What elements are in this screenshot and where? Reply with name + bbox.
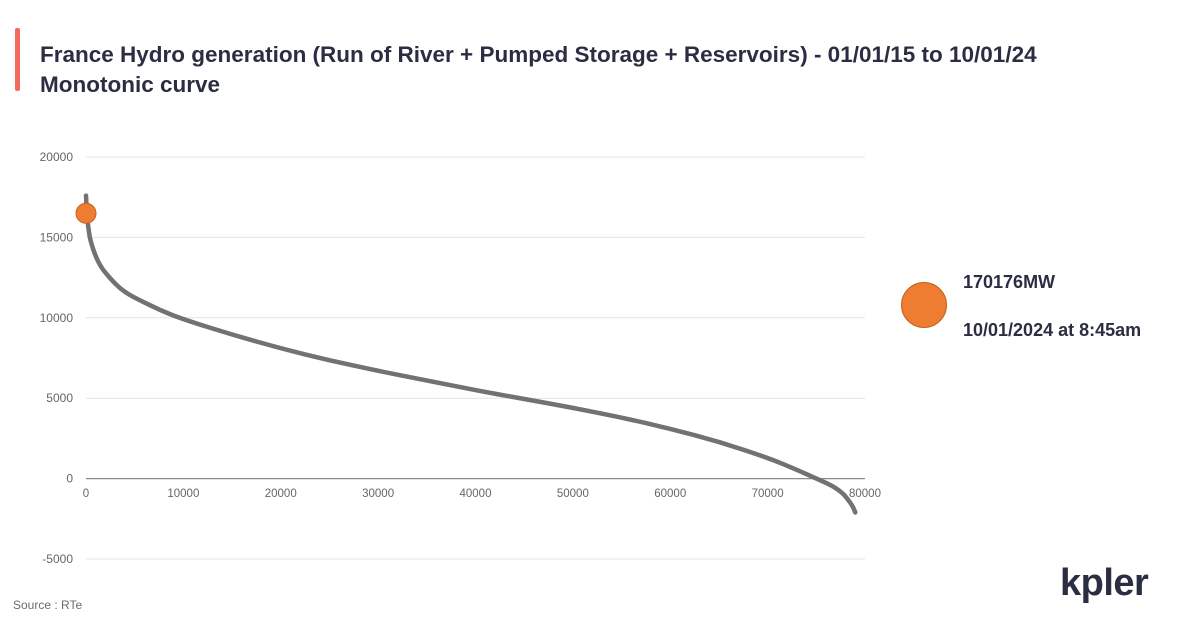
y-tick-label: 10000 bbox=[40, 311, 74, 325]
x-tick-label: 80000 bbox=[849, 488, 881, 500]
x-tick-label: 50000 bbox=[557, 488, 589, 500]
chart-title: France Hydro generation (Run of River + … bbox=[40, 40, 1170, 100]
legend-value: 170176MW bbox=[963, 272, 1056, 292]
y-tick-label: 5000 bbox=[46, 391, 73, 405]
legend-timestamp: 10/01/2024 at 8:45am bbox=[963, 320, 1142, 340]
y-tick-label: 20000 bbox=[40, 150, 74, 164]
x-tick-label: 60000 bbox=[654, 488, 686, 500]
x-tick-label: 20000 bbox=[265, 488, 297, 500]
x-tick-label: 0 bbox=[83, 488, 89, 500]
x-tick-label: 40000 bbox=[460, 488, 492, 500]
title-accent-bar bbox=[15, 28, 20, 91]
kpler-logo: kpler bbox=[1060, 562, 1149, 604]
highlight-point-marker bbox=[75, 202, 97, 224]
legend-marker-icon bbox=[901, 282, 947, 328]
x-tick-label: 70000 bbox=[752, 488, 784, 500]
y-tick-label: -5000 bbox=[42, 552, 73, 566]
x-tick-label: 10000 bbox=[167, 488, 199, 500]
x-tick-label: 30000 bbox=[362, 488, 394, 500]
y-tick-label: 15000 bbox=[40, 230, 74, 244]
source-note: Source : RTe bbox=[13, 598, 83, 612]
series-line-shadow bbox=[84, 193, 858, 515]
chart-title-line-1: France Hydro generation (Run of River + … bbox=[40, 42, 1037, 67]
series-line bbox=[83, 193, 858, 515]
y-tick-label: 0 bbox=[66, 472, 73, 486]
chart-title-line-2: Monotonic curve bbox=[40, 72, 221, 97]
